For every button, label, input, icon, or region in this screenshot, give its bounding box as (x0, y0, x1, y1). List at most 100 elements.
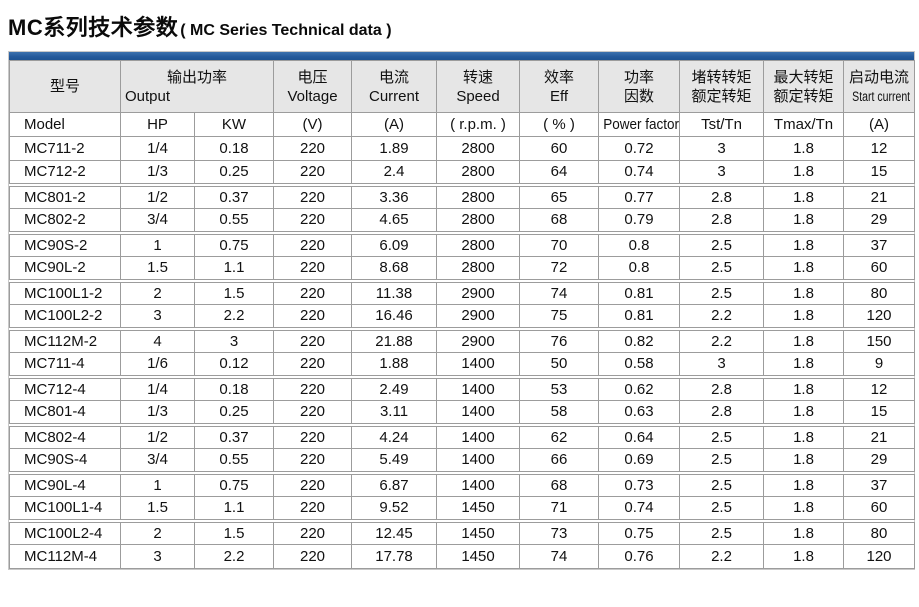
value-cell: 220 (273, 374, 353, 401)
value-cell: 0.55 (193, 448, 275, 473)
table-row: MC90L-4 1 0.75 220 6.87 1400 68 0.73 2.5 1.8 37 (9, 470, 916, 497)
value-cell: 2 (120, 518, 195, 545)
value-cell: 0.8 (598, 230, 681, 257)
value-cell: 60 (843, 256, 916, 281)
value-cell: 1.8 (763, 230, 845, 257)
value-cell: 0.37 (193, 182, 275, 209)
value-cell: 220 (273, 544, 353, 569)
value-cell: 29 (843, 448, 916, 473)
value-cell: 9 (843, 352, 916, 377)
value-cell: 2.8 (679, 182, 765, 209)
value-cell: 1.8 (763, 352, 845, 377)
value-cell: 76 (519, 326, 600, 353)
value-cell: 1400 (436, 448, 521, 473)
value-cell: 5.49 (351, 448, 438, 473)
value-cell: 71 (519, 496, 600, 521)
value-cell: 120 (843, 304, 916, 329)
value-cell: 0.25 (193, 160, 275, 185)
value-cell: 1.5 (120, 256, 195, 281)
table-row: MC801-4 1/3 0.25 220 3.11 1400 58 0.63 2.8 1.8 15 (9, 400, 916, 425)
model-cell: MC100L2-2 (9, 304, 121, 329)
value-cell: 220 (273, 422, 353, 449)
value-cell: 1400 (436, 352, 521, 377)
col-header-output: 输出功率 Output (119, 60, 275, 113)
value-cell: 0.73 (598, 470, 681, 497)
value-cell: 62 (519, 422, 600, 449)
value-cell: 1/3 (120, 160, 195, 185)
value-cell: 1.8 (763, 448, 845, 473)
value-cell: 1.5 (193, 518, 275, 545)
value-cell: 73 (519, 518, 600, 545)
value-cell: 3 (679, 160, 765, 185)
col-header-start-current-zh: 启动电流 (849, 68, 910, 86)
value-cell: 37 (843, 470, 916, 497)
value-cell: 1.8 (763, 470, 845, 497)
table-row: MC90S-4 3/4 0.55 220 5.49 1400 66 0.69 2.5 1.8 29 (9, 448, 916, 473)
value-cell: 220 (273, 136, 353, 161)
value-cell: 2.5 (679, 448, 765, 473)
value-cell: 2.5 (679, 470, 765, 497)
value-cell: 2.4 (351, 160, 438, 185)
value-cell: 1.8 (763, 400, 845, 425)
value-cell: 220 (273, 326, 353, 353)
value-cell: 120 (843, 544, 916, 569)
value-cell: 0.12 (193, 352, 275, 377)
value-cell: 2800 (436, 136, 521, 161)
value-cell: 4 (120, 326, 195, 353)
unit-hp: HP (120, 112, 195, 137)
value-cell: 2 (120, 278, 195, 305)
value-cell: 53 (519, 374, 600, 401)
value-cell: 1 (120, 230, 195, 257)
value-cell: 1.8 (763, 374, 845, 401)
value-cell: 2.2 (193, 544, 275, 569)
table-row: MC100L1-2 2 1.5 220 11.38 2900 74 0.81 2.5 1.8 80 (9, 278, 916, 305)
value-cell: 220 (273, 518, 353, 545)
value-cell: 0.81 (598, 304, 681, 329)
value-cell: 0.64 (598, 422, 681, 449)
value-cell: 21 (843, 182, 916, 209)
col-header-eff-zh: 效率 (544, 68, 575, 86)
value-cell: 12 (843, 374, 916, 401)
value-cell: 220 (273, 256, 353, 281)
unit-speed: ( r.p.m. ) (436, 112, 521, 137)
value-cell: 21.88 (351, 326, 438, 353)
model-cell: MC711-2 (9, 136, 121, 161)
value-cell: 1/6 (120, 352, 195, 377)
value-cell: 1450 (436, 518, 521, 545)
value-cell: 2.2 (679, 304, 765, 329)
value-cell: 0.77 (598, 182, 681, 209)
value-cell: 220 (273, 208, 353, 233)
value-cell: 1.8 (763, 160, 845, 185)
value-cell: 220 (273, 304, 353, 329)
value-cell: 1/4 (120, 374, 195, 401)
col-header-tst-zh2: 额定转矩 (691, 87, 752, 105)
model-cell: MC90L-4 (9, 470, 121, 497)
value-cell: 50 (519, 352, 600, 377)
col-header-start-current: 启动电流 Start current (843, 60, 916, 113)
value-cell: 2.49 (351, 374, 438, 401)
value-cell: 2.2 (679, 544, 765, 569)
value-cell: 220 (273, 352, 353, 377)
model-cell: MC802-2 (9, 208, 121, 233)
value-cell: 0.69 (598, 448, 681, 473)
value-cell: 3.11 (351, 400, 438, 425)
value-cell: 1.8 (763, 326, 845, 353)
value-cell: 1.5 (193, 278, 275, 305)
table-row: MC112M-2 4 3 220 21.88 2900 76 0.82 2.2 1.8 150 (9, 326, 916, 353)
value-cell: 74 (519, 544, 600, 569)
value-cell: 2.8 (679, 208, 765, 233)
value-cell: 9.52 (351, 496, 438, 521)
col-header-speed-en: Speed (456, 87, 500, 105)
table-row: MC112M-4 3 2.2 220 17.78 1450 74 0.76 2.2 1.8 120 (9, 544, 916, 569)
value-cell: 220 (273, 182, 353, 209)
value-cell: 0.74 (598, 160, 681, 185)
value-cell: 0.75 (193, 230, 275, 257)
value-cell: 3 (679, 136, 765, 161)
value-cell: 0.75 (598, 518, 681, 545)
value-cell: 1.8 (763, 208, 845, 233)
value-cell: 1.8 (763, 182, 845, 209)
value-cell: 150 (843, 326, 916, 353)
value-cell: 80 (843, 278, 916, 305)
value-cell: 3/4 (120, 208, 195, 233)
value-cell: 220 (273, 230, 353, 257)
